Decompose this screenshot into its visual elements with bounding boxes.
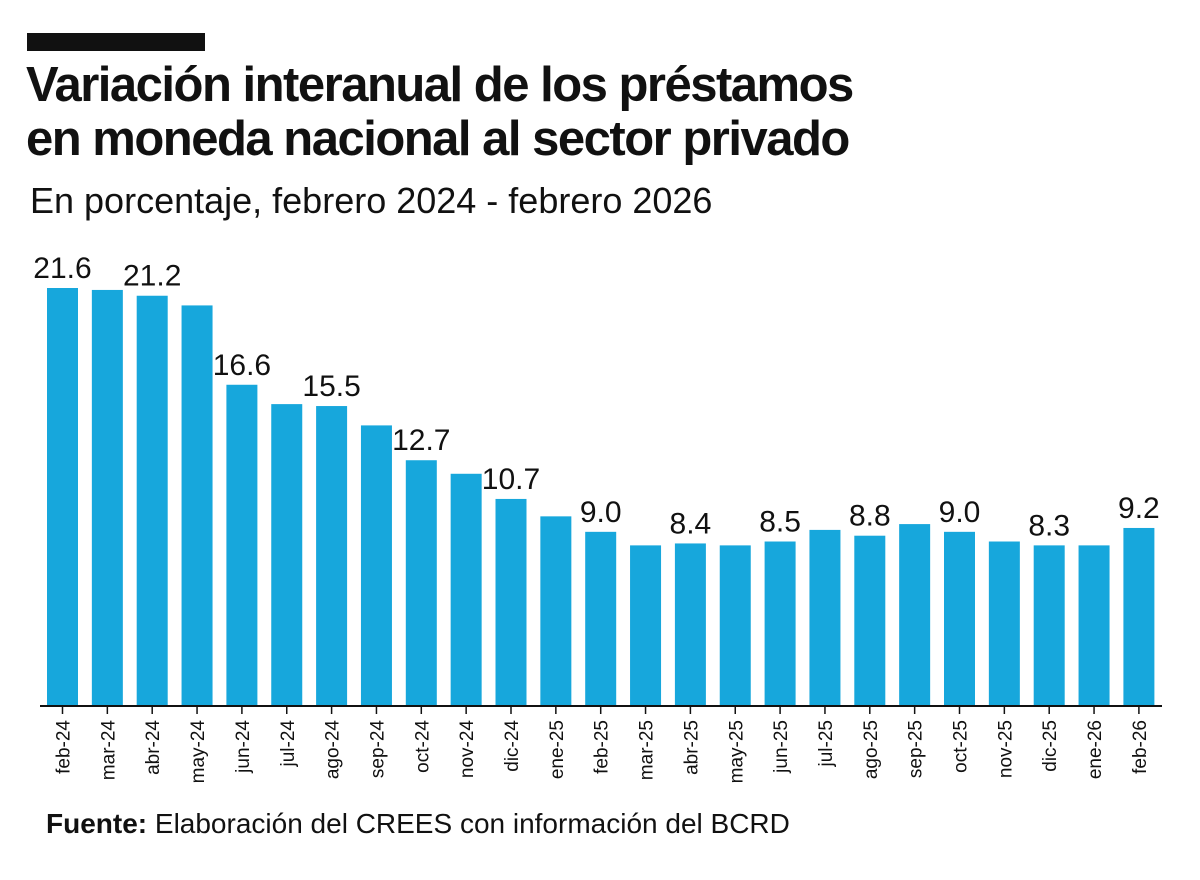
bar-feb-24 — [47, 288, 78, 706]
x-tick-label: mar-24 — [98, 720, 119, 781]
data-label: 16.6 — [213, 349, 271, 382]
x-tick-label: sep-24 — [367, 720, 388, 779]
data-label: 9.2 — [1118, 492, 1160, 525]
x-tick-label: feb-24 — [54, 720, 75, 774]
bar-dic-24 — [495, 498, 527, 706]
bar-oct-25 — [944, 531, 975, 706]
data-label: 21.6 — [33, 252, 91, 285]
data-label: 10.7 — [482, 463, 540, 496]
bar-jul-24 — [271, 404, 303, 706]
bar-may-24 — [181, 305, 213, 706]
chart-title: Variación interanual de los préstamos en… — [26, 58, 854, 166]
x-tick-label: dic-24 — [502, 720, 523, 772]
x-tick-label: jul-24 — [278, 720, 299, 768]
x-tick-label: sep-25 — [906, 720, 927, 778]
x-tick-label: feb-25 — [592, 720, 613, 774]
data-label: 8.3 — [1028, 509, 1070, 542]
data-label: 8.8 — [849, 500, 891, 533]
data-label: 9.0 — [580, 496, 622, 529]
x-tick-label: may-24 — [188, 720, 209, 784]
data-label: 8.4 — [670, 507, 712, 540]
bar-nov-25 — [988, 541, 1020, 706]
x-tick-label: jun-25 — [771, 720, 792, 774]
bar-dic-25 — [1033, 545, 1065, 706]
bar-ene-25 — [540, 516, 572, 706]
bar-may-25 — [719, 545, 751, 706]
x-tick-label: jul-25 — [816, 720, 837, 767]
x-tick-label: abr-25 — [681, 720, 702, 775]
data-label: 21.2 — [123, 260, 181, 293]
data-label: 12.7 — [392, 424, 450, 457]
x-tick-label: oct-24 — [412, 720, 433, 773]
x-tick-label: abr-24 — [143, 720, 164, 775]
source-text: Elaboración del CREES con información de… — [154, 808, 790, 839]
x-tick-label: ago-25 — [861, 720, 882, 779]
x-tick-label: feb-26 — [1130, 720, 1151, 774]
x-tick-label: nov-25 — [995, 720, 1016, 778]
bar-ago-24 — [316, 406, 348, 706]
title-accent-bar — [27, 33, 205, 51]
bar-jun-24 — [226, 384, 258, 706]
title-line-1: Variación interanual de los préstamos — [26, 58, 854, 112]
title-line-2: en moneda nacional al sector privado — [26, 112, 850, 166]
bar-nov-24 — [450, 473, 482, 706]
x-tick-label: ene-25 — [547, 720, 568, 779]
bar-sep-25 — [899, 524, 931, 706]
bar-oct-24 — [405, 460, 437, 706]
source-label: Fuente: — [46, 808, 148, 839]
bar-sep-24 — [360, 425, 392, 706]
x-tick-label: jun-24 — [233, 720, 254, 774]
x-tick-label: ago-24 — [323, 720, 344, 780]
x-tick-label: may-25 — [726, 720, 747, 783]
x-tick-label: dic-25 — [1040, 720, 1061, 772]
bar-jun-25 — [764, 541, 796, 706]
bar-mar-25 — [630, 545, 662, 706]
x-tick-label: oct-25 — [951, 720, 972, 773]
bar-abr-24 — [136, 295, 168, 706]
bar-abr-25 — [674, 543, 706, 706]
x-tick-label: ene-26 — [1085, 720, 1106, 779]
bar-mar-24 — [91, 289, 123, 706]
data-label: 15.5 — [302, 370, 360, 403]
bar-feb-25 — [585, 531, 617, 706]
bar-ago-25 — [854, 535, 886, 706]
chart-subtitle: En porcentaje, febrero 2024 - febrero 20… — [30, 180, 713, 221]
bar-feb-26 — [1123, 527, 1155, 706]
bar-chart: feb-24 21.6 mar-24 abr-24 21.2 may-24 jun-24 16… — [33, 252, 1162, 784]
source-note: Fuente: Elaboración del CREES con inform… — [46, 808, 790, 840]
bar-ene-26 — [1078, 545, 1110, 706]
x-tick-label: nov-24 — [457, 720, 478, 779]
x-tick-label: mar-25 — [637, 720, 658, 780]
data-label: 9.0 — [939, 496, 981, 529]
data-label: 8.5 — [759, 506, 801, 539]
bar-jul-25 — [809, 529, 841, 706]
